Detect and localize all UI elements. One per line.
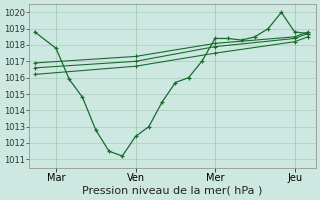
X-axis label: Pression niveau de la mer( hPa ): Pression niveau de la mer( hPa ) bbox=[83, 186, 263, 196]
